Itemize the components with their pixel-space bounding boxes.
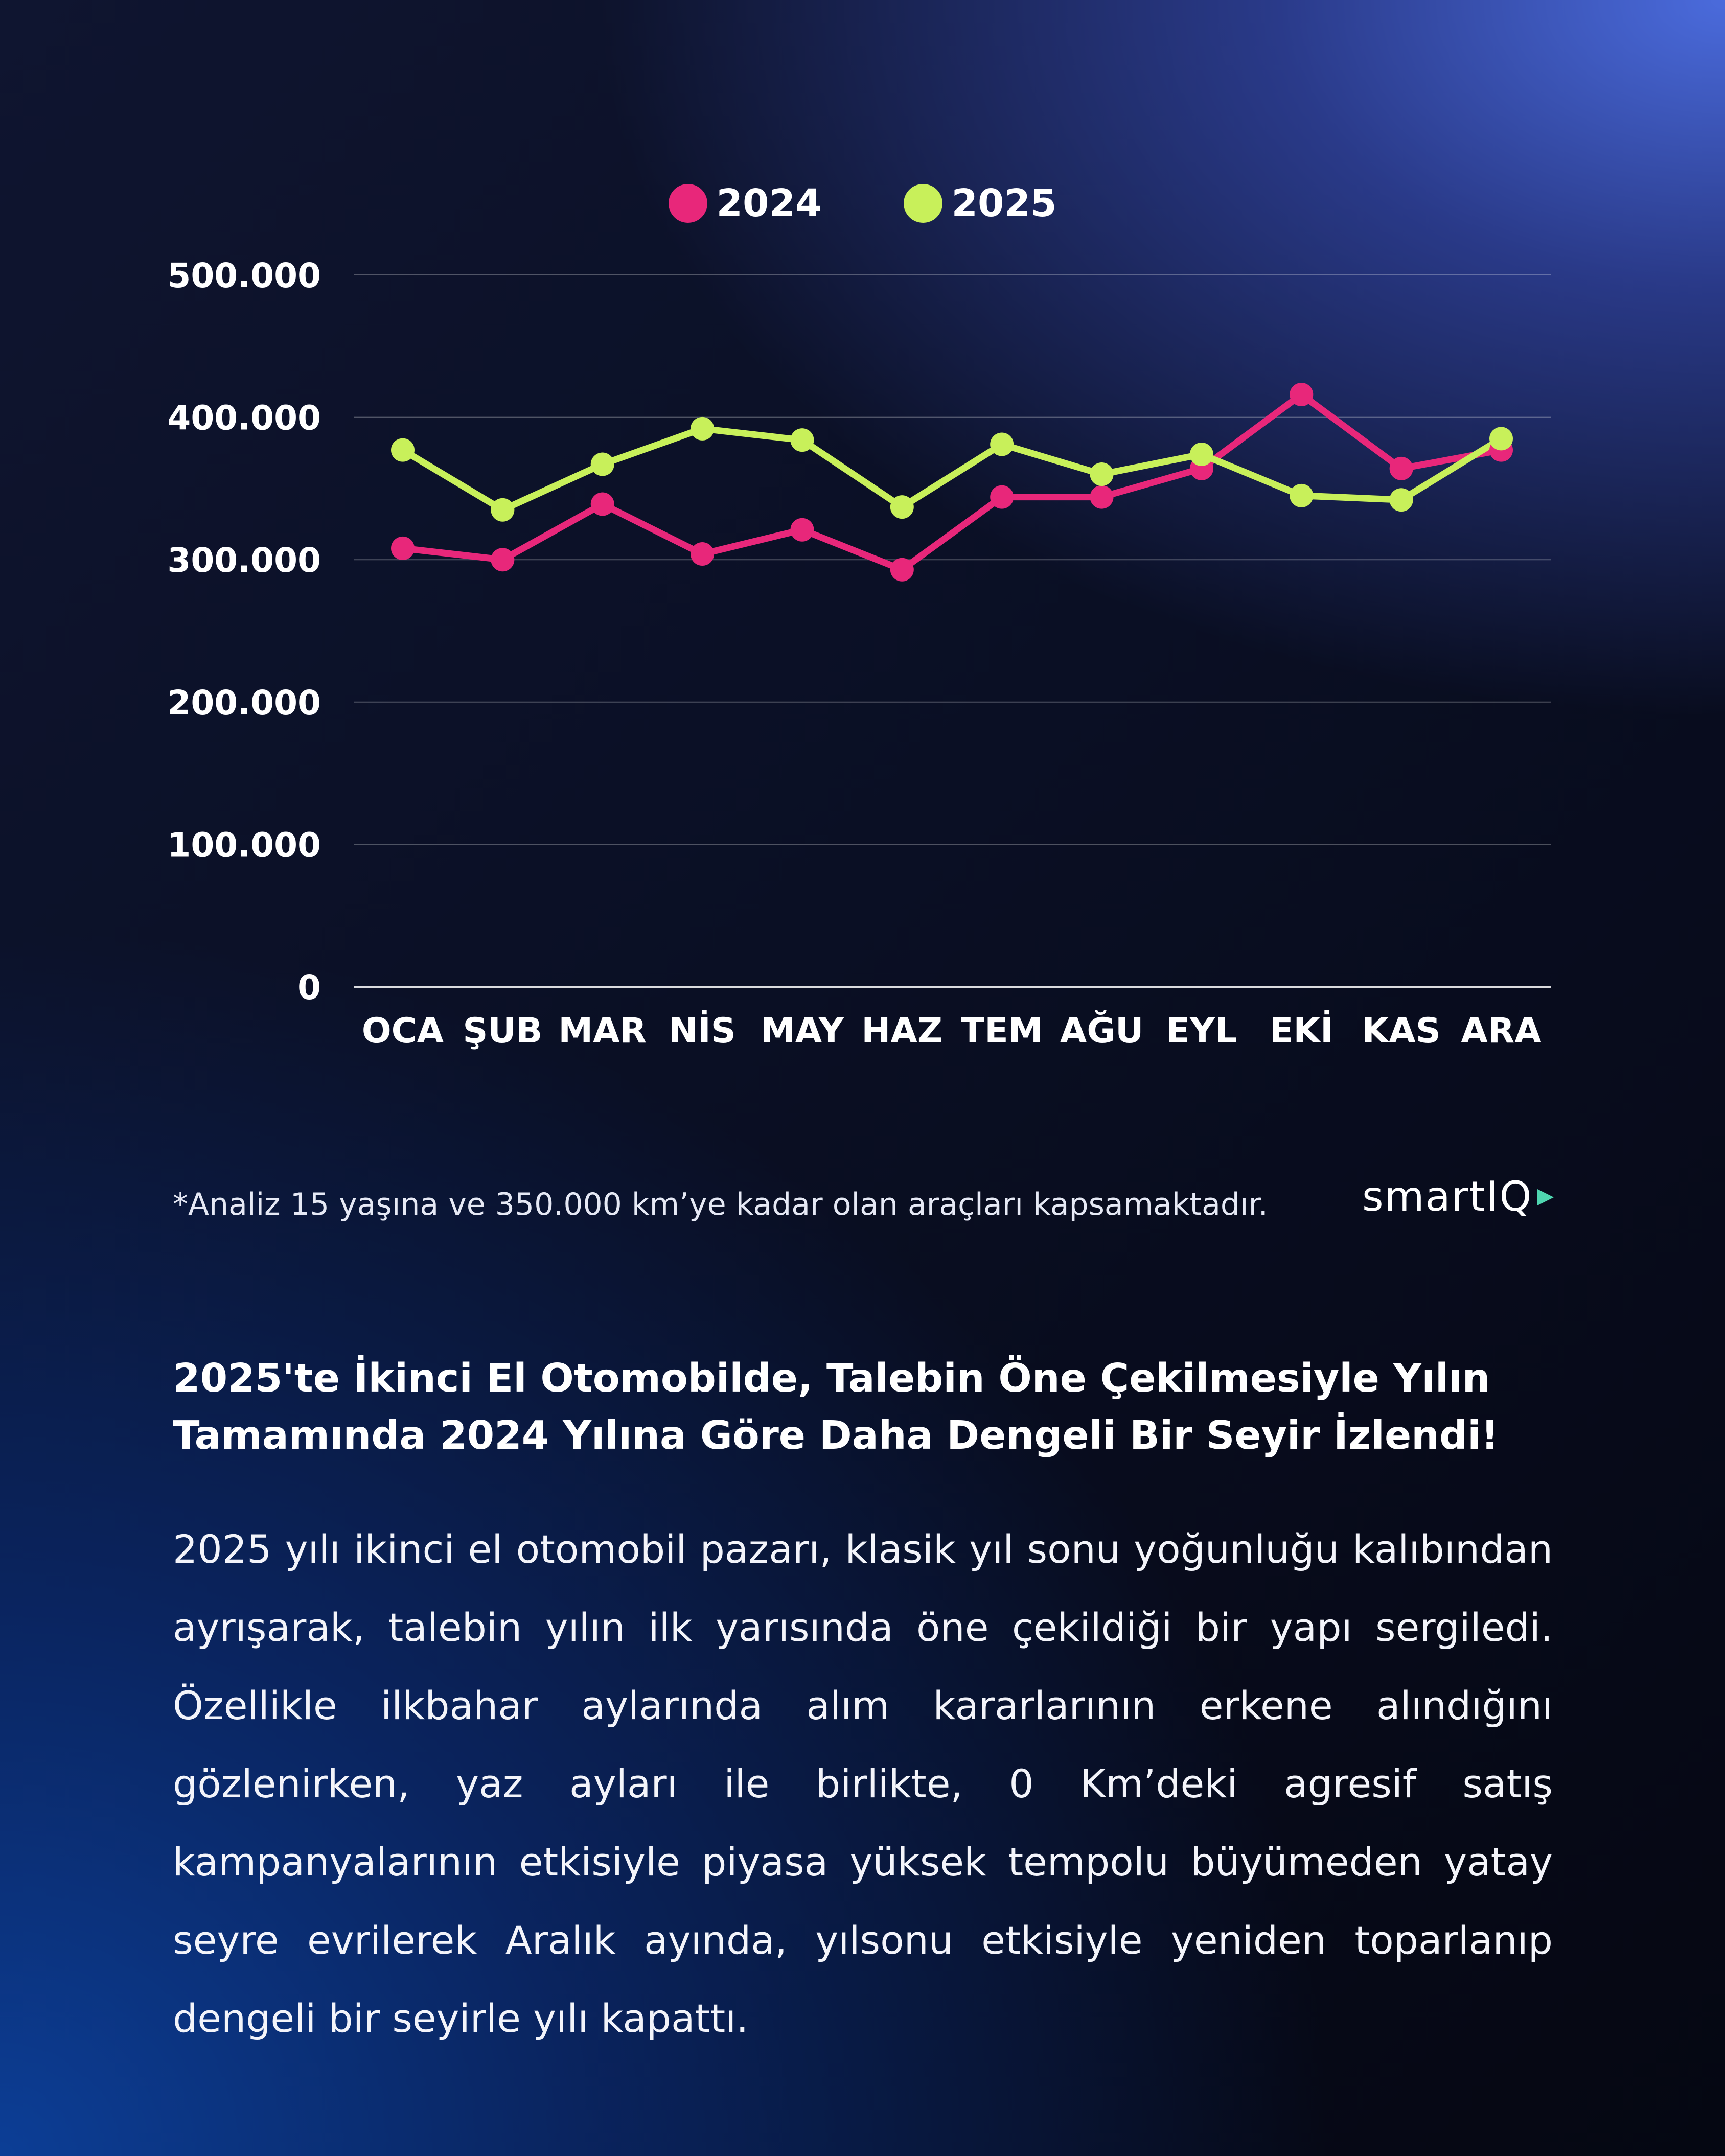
chart-legend: 2024 2025 [0, 181, 1725, 225]
data-point-2025 [1090, 462, 1114, 486]
x-tick-label: KAS [1362, 1011, 1440, 1051]
legend-marker-2024 [668, 184, 707, 223]
legend-label-2025: 2025 [951, 181, 1057, 225]
data-point-2025 [691, 416, 715, 441]
data-point-2025 [1290, 483, 1314, 507]
data-point-2024 [990, 485, 1014, 509]
legend-item-2024: 2024 [668, 181, 822, 225]
data-point-2025 [790, 428, 814, 452]
x-tick-label: AĞU [1060, 1010, 1144, 1051]
y-tick-label: 0 [297, 968, 321, 1007]
body-paragraph: 2025 yılı ikinci el otomobil pazarı, kla… [173, 1526, 1553, 2041]
data-point-2024 [391, 536, 415, 560]
y-tick-label: 500.000 [167, 256, 321, 295]
data-point-2024 [1090, 485, 1114, 509]
x-tick-label: EKİ [1270, 1010, 1333, 1051]
data-point-2025 [491, 498, 515, 522]
data-point-2025 [590, 452, 614, 476]
data-point-2024 [590, 492, 614, 516]
y-tick-label: 300.000 [167, 541, 321, 580]
logo-mark-icon [1537, 1189, 1554, 1205]
x-tick-label: TEM [961, 1011, 1043, 1051]
data-point-2024 [491, 548, 515, 572]
x-tick-label: MAR [558, 1011, 647, 1051]
data-point-2024 [890, 558, 914, 582]
footnote: *Analiz 15 yaşına ve 350.000 km’ye kadar… [173, 1187, 1268, 1222]
headline: 2025'te İkinci El Otomobilde, Talebin Ön… [173, 1356, 1499, 1458]
y-tick-label: 200.000 [167, 683, 321, 723]
data-point-2025 [1489, 427, 1513, 451]
data-point-2024 [1389, 456, 1413, 480]
legend-label-2024: 2024 [716, 181, 822, 225]
x-tick-label: NİS [669, 1010, 735, 1051]
x-tick-label: ARA [1461, 1011, 1542, 1051]
data-point-2024 [1290, 383, 1314, 407]
data-point-2025 [1389, 488, 1413, 512]
smartiq-logo: smartIQ [1362, 1173, 1556, 1220]
legend-item-2025: 2025 [903, 181, 1057, 225]
series-line-2025 [399, 425, 1505, 514]
data-point-2024 [691, 542, 715, 566]
data-point-2024 [790, 518, 814, 542]
y-tick-label: 100.000 [167, 825, 321, 865]
data-point-2025 [990, 432, 1014, 456]
line-chart: 0 100.000 200.000 300.000 400.000 500.000 OCA Ş… [167, 256, 1542, 1051]
series-line-2024 [399, 391, 1505, 573]
x-tick-label: ŞUB [463, 1011, 542, 1051]
x-tick-label: OCA [362, 1011, 444, 1051]
legend-marker-2025 [903, 184, 942, 223]
x-tick-label: HAZ [861, 1011, 942, 1051]
x-tick-label: MAY [761, 1011, 844, 1051]
data-point-2025 [391, 438, 415, 462]
y-tick-label: 400.000 [167, 399, 321, 438]
data-point-2025 [1189, 443, 1213, 467]
data-point-2025 [890, 495, 914, 519]
x-tick-label: EYL [1166, 1011, 1237, 1051]
logo-text: smartIQ [1362, 1173, 1533, 1220]
